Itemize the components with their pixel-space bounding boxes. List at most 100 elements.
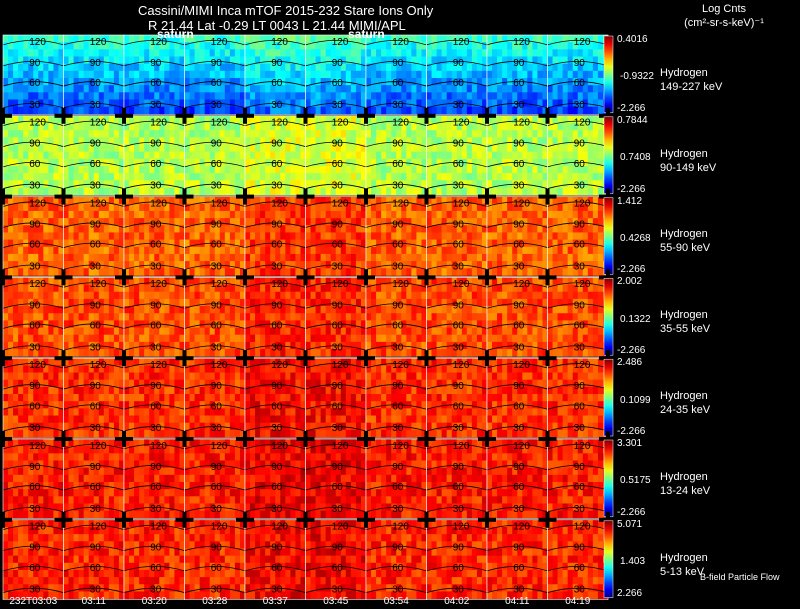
contour-line xyxy=(184,404,246,410)
heatmap-panel: 120 90 60 30 xyxy=(184,196,246,277)
crosshair-marker xyxy=(1,431,5,447)
contour-label: 60 xyxy=(211,240,223,251)
energy-label: 90-149 keV xyxy=(660,161,717,174)
crosshair-marker xyxy=(485,350,489,367)
crosshair-marker xyxy=(606,431,610,447)
contour-line xyxy=(305,404,367,410)
contour-line xyxy=(365,303,427,309)
crosshair-marker xyxy=(545,188,550,205)
contour-label: 30 xyxy=(513,100,525,111)
heatmap-panel: 120 90 60 30 xyxy=(305,438,367,520)
contour-label: 30 xyxy=(90,181,102,192)
crosshair-marker xyxy=(0,437,12,441)
contour-label: 120 xyxy=(271,118,288,129)
contour-line xyxy=(547,384,609,390)
contour-label: 120 xyxy=(392,522,409,533)
contour-line xyxy=(2,242,64,249)
contour-label: 60 xyxy=(150,320,162,331)
contour-label: 60 xyxy=(90,320,102,331)
crosshair-marker xyxy=(1,350,5,367)
contour-line xyxy=(426,524,488,531)
time-tick-label: 03:28 xyxy=(202,596,228,607)
crosshair-marker xyxy=(485,107,489,124)
contour-line xyxy=(486,60,548,67)
species-label: Hydrogen xyxy=(660,66,708,79)
contour-line xyxy=(123,39,185,46)
contour-label: 90 xyxy=(150,543,162,554)
contour-label: 90 xyxy=(29,462,41,473)
contour-label: 60 xyxy=(211,320,223,331)
contour-line xyxy=(63,384,125,390)
contour-line xyxy=(244,161,306,168)
contour-label: 90 xyxy=(574,462,586,473)
contour-label: 90 xyxy=(392,462,404,473)
contour-label: 120 xyxy=(150,198,167,209)
contour-label: 30 xyxy=(29,342,41,353)
contour-label: 90 xyxy=(392,543,404,554)
heatmap-panel: 120 90 60 30 xyxy=(426,519,488,600)
contour-label: 30 xyxy=(332,504,344,515)
contour-label: 60 xyxy=(574,482,586,493)
crosshair-marker xyxy=(182,188,187,205)
contour-label: 30 xyxy=(271,585,283,596)
contour-label: 60 xyxy=(513,159,525,170)
contour-line xyxy=(123,545,185,552)
contour-line xyxy=(184,102,246,109)
colorbar-max: 0.7844 xyxy=(617,114,648,126)
contour-label: 30 xyxy=(332,342,344,353)
contour-label: 120 xyxy=(211,118,228,129)
contour-line xyxy=(547,506,609,513)
contour-label: 30 xyxy=(332,261,344,272)
contour-line xyxy=(184,282,246,288)
contour-label: 90 xyxy=(211,58,223,69)
time-tick-label: 232T03:03 xyxy=(9,596,58,607)
crosshair-marker xyxy=(606,269,610,286)
contour-label: 60 xyxy=(453,78,465,89)
contour-line xyxy=(2,141,64,148)
contour-label: 90 xyxy=(150,381,162,392)
contour-label: 30 xyxy=(574,504,586,515)
crosshair-marker xyxy=(303,107,308,124)
contour-label: 90 xyxy=(271,139,283,150)
crosshair-marker xyxy=(182,350,187,367)
contour-label: 120 xyxy=(271,522,288,533)
contour-line xyxy=(305,345,367,351)
contour-line xyxy=(486,242,548,249)
heatmap-panel: 120 90 60 30 xyxy=(486,438,548,520)
contour-label: 30 xyxy=(574,423,586,434)
contour-label: 90 xyxy=(211,462,223,473)
energy-label: 5-13 keV xyxy=(660,565,705,578)
crosshair-marker xyxy=(364,188,368,205)
contour-line xyxy=(305,282,367,288)
contour-label: 90 xyxy=(513,300,525,311)
crosshair-marker xyxy=(364,350,368,367)
contour-label: 120 xyxy=(332,198,349,209)
contour-line xyxy=(244,485,306,491)
contour-label: 120 xyxy=(574,37,591,48)
contour-label: 90 xyxy=(29,58,41,69)
contour-label: 90 xyxy=(271,381,283,392)
heatmap-panel: 120 90 60 30 xyxy=(123,34,185,116)
crosshair-marker xyxy=(485,269,489,286)
crosshair-marker xyxy=(61,188,66,205)
contour-label: 30 xyxy=(271,261,283,272)
contour-line xyxy=(365,485,427,491)
contour-label: 120 xyxy=(332,360,349,371)
contour-line xyxy=(244,183,306,190)
heatmap-panel: 120 90 60 30 xyxy=(486,277,548,358)
contour-label: 90 xyxy=(29,300,41,311)
contour-line xyxy=(63,323,125,329)
contour-label: 60 xyxy=(392,78,404,89)
contour-line xyxy=(63,60,125,67)
contour-line xyxy=(63,524,125,531)
colorbar-max: 0.4016 xyxy=(617,34,648,45)
contour-label: 90 xyxy=(271,543,283,554)
contour-label: 30 xyxy=(150,342,162,353)
crosshair-marker xyxy=(364,511,368,528)
energy-label: 55-90 keV xyxy=(660,242,711,255)
contour-line xyxy=(486,222,548,228)
colorbar xyxy=(603,197,614,275)
heatmap-panel: 120 90 60 30 xyxy=(547,277,609,358)
contour-line xyxy=(184,464,246,471)
heatmap-panel: 120 90 60 30 xyxy=(365,277,427,358)
